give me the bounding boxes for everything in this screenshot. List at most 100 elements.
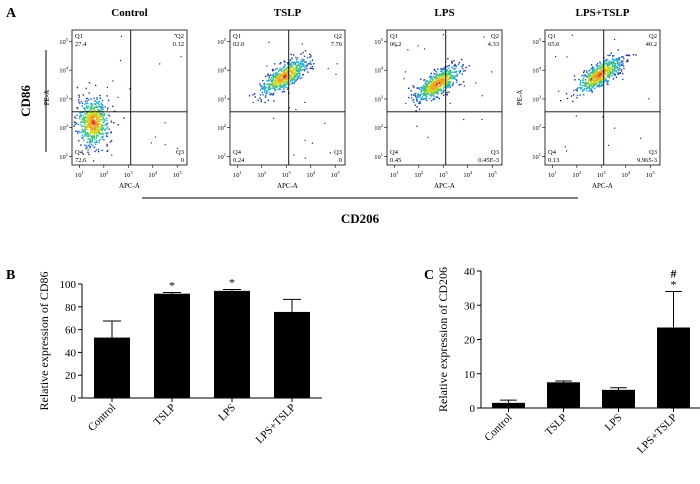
flow-event xyxy=(96,101,98,104)
flow-event xyxy=(589,89,591,92)
flow-event xyxy=(301,60,304,62)
flow-event xyxy=(300,64,302,66)
flow-event xyxy=(301,66,303,68)
flow-event xyxy=(283,69,285,71)
flow-event xyxy=(93,124,96,127)
flow-event xyxy=(427,90,430,93)
flow-event xyxy=(91,141,93,143)
flow-event xyxy=(555,56,557,58)
flow-event xyxy=(293,76,296,78)
flow-event xyxy=(83,136,85,138)
flow-event xyxy=(434,70,436,72)
flow-event xyxy=(93,121,95,124)
flow-event xyxy=(442,68,444,71)
flow-event xyxy=(272,75,274,78)
quadrant-value-q4: 0.45 xyxy=(390,157,401,164)
flow-event xyxy=(275,81,278,84)
flow-event xyxy=(425,89,427,91)
flow-plot-frame xyxy=(544,29,661,166)
flow-event xyxy=(297,69,300,72)
flow-event xyxy=(601,69,603,72)
quadrant-name-q1: Q1 xyxy=(548,33,556,40)
flow-event xyxy=(85,113,88,115)
flow-event xyxy=(84,109,86,111)
flow-event xyxy=(105,135,108,137)
flow-event xyxy=(84,144,86,146)
flow-event xyxy=(599,67,602,69)
flow-event xyxy=(413,86,415,88)
flow-event xyxy=(437,77,439,79)
flow-event xyxy=(594,84,597,86)
flow-event xyxy=(89,116,91,118)
flow-event xyxy=(282,70,284,72)
flow-event xyxy=(89,141,91,144)
flow-event xyxy=(454,67,457,69)
flow-event xyxy=(107,150,109,152)
flow-event xyxy=(96,141,98,143)
flow-event xyxy=(302,63,304,65)
flow-event xyxy=(433,91,435,94)
flow-event xyxy=(426,92,428,95)
flow-event xyxy=(95,134,98,136)
flow-event xyxy=(468,65,470,67)
flow-event xyxy=(598,67,600,70)
flow-event xyxy=(446,80,449,82)
flow-event xyxy=(619,65,621,68)
flow-event xyxy=(458,84,460,86)
flow-event xyxy=(290,77,292,80)
flow-event xyxy=(285,73,287,76)
flow-event xyxy=(437,96,439,99)
flow-event xyxy=(448,71,451,73)
flow-event xyxy=(304,50,307,52)
flow-event xyxy=(449,72,451,74)
flow-event xyxy=(594,78,596,80)
flow-event xyxy=(278,78,280,80)
flow-event xyxy=(605,74,607,76)
flow-event xyxy=(294,62,297,64)
flow-event xyxy=(404,71,407,73)
flow-event xyxy=(96,134,98,137)
flow-event xyxy=(90,137,92,139)
flow-event xyxy=(590,83,593,86)
flow-event xyxy=(446,94,448,96)
flow-plot-title: TSLP xyxy=(274,7,302,19)
flow-event xyxy=(434,90,436,93)
flow-event xyxy=(150,142,152,144)
flow-event xyxy=(582,89,584,91)
flow-event xyxy=(621,56,623,58)
flow-event xyxy=(597,76,600,78)
flow-event xyxy=(293,82,295,84)
x-tick-label: Control xyxy=(482,412,514,444)
flow-event xyxy=(275,75,277,77)
flow-event xyxy=(446,80,448,83)
flow-event xyxy=(452,71,454,73)
flow-event xyxy=(427,93,429,95)
flow-event xyxy=(440,86,442,88)
flow-event xyxy=(413,101,415,104)
quadrant-name-q2: Q2 xyxy=(649,33,657,40)
flow-event xyxy=(439,85,442,87)
flow-event xyxy=(423,98,425,100)
flow-event xyxy=(297,61,299,63)
flow-event xyxy=(280,82,282,84)
flow-event xyxy=(603,66,605,68)
flow-event xyxy=(95,105,98,107)
flow-event xyxy=(600,80,603,83)
flow-event xyxy=(108,128,110,130)
bar-control xyxy=(94,337,130,398)
flow-event xyxy=(285,81,288,84)
flow-event xyxy=(608,67,610,69)
flow-event xyxy=(80,123,82,126)
flow-event xyxy=(88,82,91,84)
flow-event xyxy=(101,119,103,121)
flow-event xyxy=(592,68,594,70)
flow-event xyxy=(98,108,100,111)
flow-event xyxy=(78,140,80,142)
flow-event xyxy=(452,81,454,84)
flow-event xyxy=(273,85,276,87)
flow-event xyxy=(87,151,89,154)
flow-event xyxy=(99,129,101,132)
flow-event xyxy=(81,134,83,136)
flow-event xyxy=(606,70,608,72)
